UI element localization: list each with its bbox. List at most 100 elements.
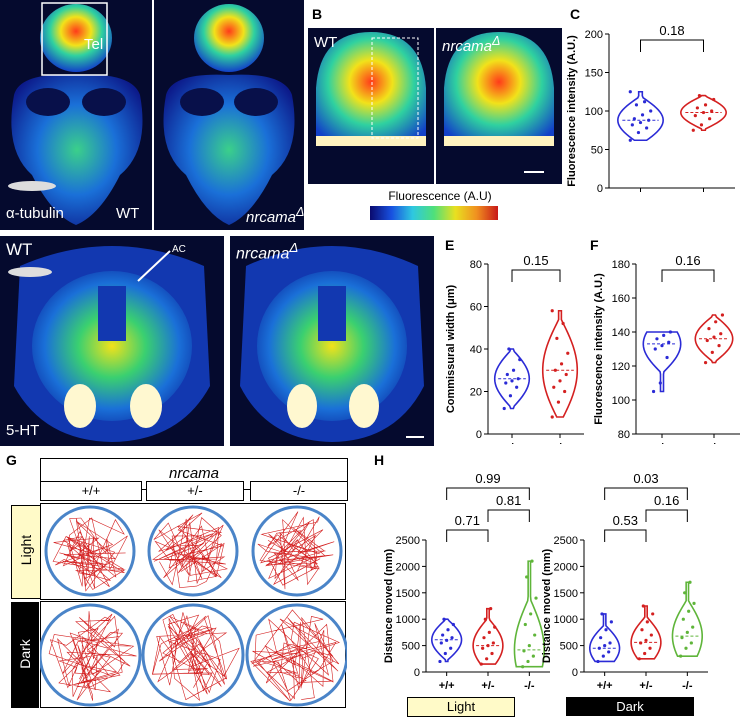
data-point — [443, 651, 447, 656]
data-point — [523, 622, 527, 627]
y-tick-label: 160 — [612, 293, 630, 305]
y-tick-label: 180 — [612, 259, 630, 271]
y-tick-label: 500 — [560, 641, 578, 653]
violin--/- — [671, 581, 703, 657]
data-point — [691, 625, 695, 629]
y-tick-label: 1000 — [554, 614, 578, 626]
y-tick-label: 200 — [585, 29, 603, 41]
x-tick-label: +/+ — [504, 442, 520, 444]
significance-bracket — [487, 509, 530, 522]
significance-bracket — [604, 529, 647, 542]
data-point — [645, 126, 649, 130]
label-a-wt: WT — [116, 205, 140, 222]
data-point — [665, 355, 669, 360]
condition-label-light: Light — [18, 534, 34, 566]
y-tick-label: 0 — [414, 667, 420, 679]
5ht-image-mutant: nrcamaΔ — [230, 236, 434, 446]
data-point — [651, 389, 656, 394]
data-point — [647, 118, 651, 122]
data-point — [490, 651, 494, 656]
data-point — [446, 628, 450, 632]
significance-bracket — [446, 529, 489, 542]
data-point — [655, 337, 659, 341]
y-tick-label: 100 — [612, 395, 630, 407]
data-point — [449, 646, 453, 650]
data-point — [505, 372, 509, 377]
y-tick-label: 500 — [402, 641, 420, 653]
data-point — [662, 333, 666, 337]
significance-bracket — [604, 487, 688, 500]
y-tick-label: 20 — [470, 387, 482, 399]
data-point — [527, 644, 531, 648]
violin-+/+ — [642, 331, 682, 393]
data-point — [703, 103, 708, 107]
p-value: 0.71 — [455, 513, 480, 528]
data-point — [566, 351, 570, 355]
colorbar — [370, 206, 498, 220]
data-point — [533, 633, 537, 637]
panel-label-c: C — [570, 6, 581, 22]
track-path — [257, 511, 335, 590]
colorbar-label: Fluorescence (A.U) — [388, 189, 492, 203]
data-point — [451, 622, 455, 627]
brain-image-mutant: nrcamaΔ — [154, 0, 304, 230]
data-point — [511, 368, 516, 372]
y-tick-label: 0 — [572, 667, 578, 679]
data-point — [438, 659, 442, 664]
track-path — [250, 609, 341, 702]
data-point — [634, 103, 639, 107]
data-point — [441, 633, 445, 637]
data-point — [683, 591, 687, 595]
data-point — [695, 106, 699, 110]
data-point — [608, 641, 612, 645]
data-point — [502, 406, 506, 411]
data-point — [556, 400, 561, 404]
data-point — [601, 654, 605, 658]
y-tick-label: 2000 — [554, 561, 578, 573]
y-axis-label: Distance moved (mm) — [383, 549, 395, 664]
y-tick-label: 60 — [470, 302, 482, 314]
data-point — [687, 609, 691, 613]
p-value: 0.16 — [654, 493, 679, 508]
panel-label-b: B — [312, 6, 323, 22]
chart-c: 0 50 100 150 200 Fluorescence intensity (A.U.… — [566, 23, 735, 195]
telencephalon-image-wt: WT — [308, 28, 434, 184]
significance-bracket — [511, 269, 561, 282]
significance-bracket — [661, 269, 715, 282]
data-point — [597, 646, 601, 650]
track-path — [52, 517, 128, 592]
data-point — [668, 330, 673, 334]
data-point — [558, 379, 562, 383]
data-point — [516, 377, 520, 381]
violin--/- — [694, 314, 734, 364]
data-point — [636, 130, 641, 135]
label-ac: AC — [172, 244, 186, 255]
data-point — [681, 617, 685, 621]
y-tick-label: 80 — [618, 429, 630, 441]
label-a-mutant: nrcamaΔ — [246, 205, 304, 226]
data-point — [481, 646, 485, 650]
h-dark-label: Dark — [566, 697, 694, 716]
data-point — [522, 649, 526, 653]
data-point — [680, 636, 684, 640]
y-tick-label: 2500 — [396, 535, 420, 547]
data-point — [689, 641, 693, 645]
p-value: 0.16 — [675, 253, 700, 268]
data-point — [563, 389, 567, 394]
data-point — [550, 309, 554, 313]
x-tick-label: +/+ — [654, 442, 670, 444]
label-d-mutant: nrcamaΔ — [236, 240, 299, 263]
label-d-wt: WT — [6, 240, 33, 259]
p-value: 0.18 — [659, 23, 684, 38]
data-point — [660, 344, 664, 348]
track-path — [48, 611, 137, 701]
panel-label-g: G — [6, 452, 17, 468]
data-point — [651, 612, 655, 616]
data-point — [641, 604, 645, 608]
x-tick-label: -/- — [682, 680, 693, 690]
x-tick-label: +/+ — [439, 680, 455, 690]
label-b-mutant: nrcamaΔ — [442, 34, 501, 55]
data-point — [708, 117, 712, 121]
y-axis-label: Fluorescence intensity (A.U.) — [593, 273, 605, 425]
data-point — [707, 327, 711, 331]
